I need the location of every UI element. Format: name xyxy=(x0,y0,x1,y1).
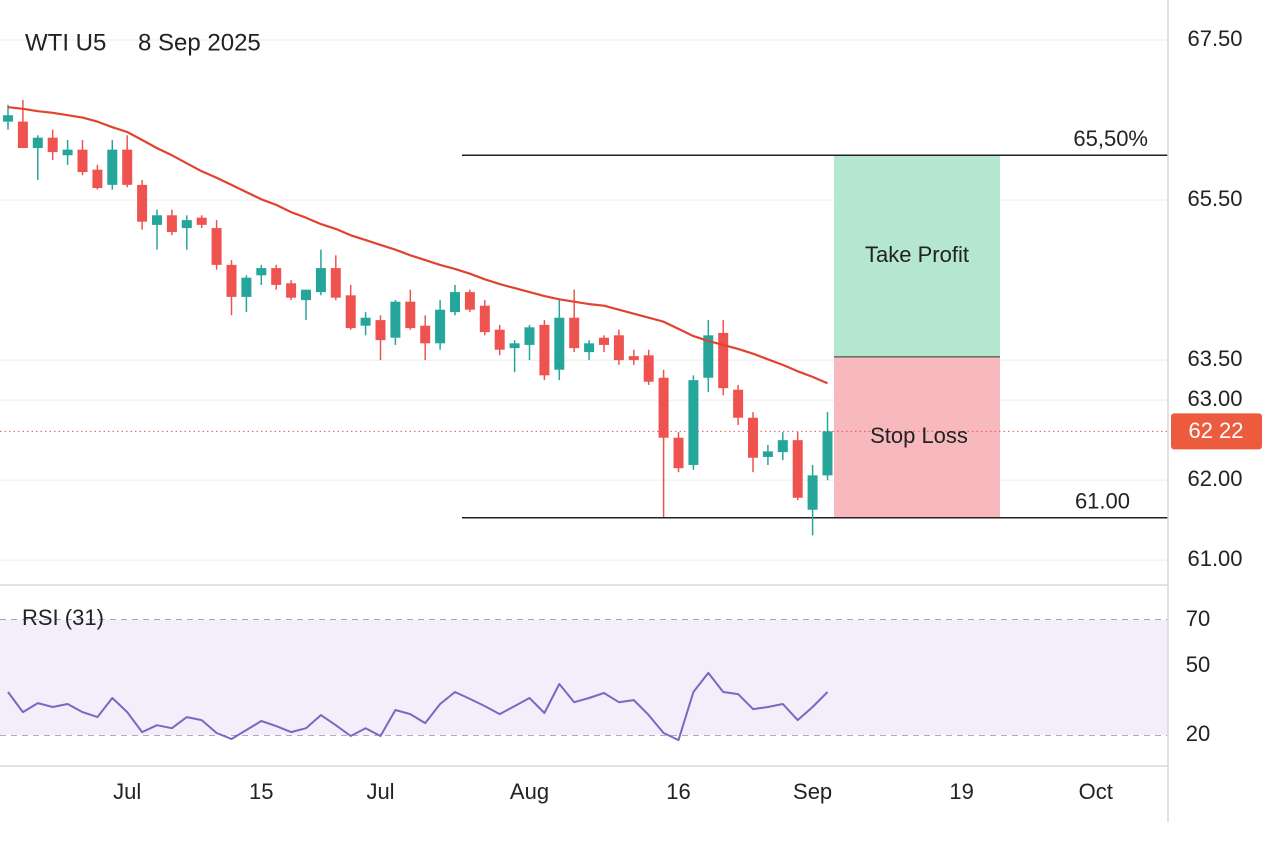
candle-body xyxy=(77,149,88,173)
candle-body xyxy=(703,335,714,378)
candle-body xyxy=(241,277,252,297)
chart-title: WTI U5 xyxy=(25,29,106,56)
candle-body xyxy=(673,437,684,469)
x-tick-label: 19 xyxy=(949,779,973,804)
stop-loss-level-label: 61.00 xyxy=(1075,489,1130,514)
x-tick-label: Jul xyxy=(366,779,394,804)
candle-body xyxy=(315,268,326,293)
candle-body xyxy=(390,301,401,338)
rsi-line xyxy=(7,671,829,742)
x-tick-label: Aug xyxy=(510,779,549,804)
y-tick-label: 67.50 xyxy=(1187,26,1242,51)
rsi-tick-label: 20 xyxy=(1186,721,1210,746)
candle-body xyxy=(748,417,758,458)
x-tick-label: Oct xyxy=(1079,779,1113,804)
candle-body xyxy=(92,169,103,189)
candle-body xyxy=(122,149,133,185)
marks-layer xyxy=(3,100,833,742)
candle-body xyxy=(3,115,13,122)
candle-body xyxy=(777,440,788,453)
x-tick-label: Jul xyxy=(113,779,141,804)
candle-body xyxy=(271,268,282,285)
candle-body xyxy=(286,283,297,298)
candle-body xyxy=(569,317,580,349)
last-price-tag xyxy=(1171,413,1262,450)
y-tick-label: 63.00 xyxy=(1187,386,1242,411)
candle-body xyxy=(360,317,371,326)
candle-body xyxy=(599,337,609,345)
candle-body xyxy=(47,137,58,153)
candle-body xyxy=(718,332,729,389)
candle-body xyxy=(435,309,446,344)
candle-body xyxy=(509,343,520,349)
candle-body xyxy=(107,149,118,185)
candle-body xyxy=(17,121,28,149)
candle-body xyxy=(152,215,162,225)
candle-body xyxy=(226,264,237,297)
candle-body xyxy=(733,389,744,418)
candle-body xyxy=(628,356,639,361)
last-price-label: 62 22 xyxy=(1188,418,1243,443)
x-tick-label: Sep xyxy=(793,779,832,804)
candle-body xyxy=(420,325,431,344)
stop-loss-zone xyxy=(834,356,1000,518)
candle-body xyxy=(494,329,505,350)
x-tick-label: 16 xyxy=(666,779,690,804)
y-tick-label: 61.00 xyxy=(1187,546,1242,571)
candle-body xyxy=(554,317,565,370)
candle-body xyxy=(658,377,669,438)
candle-body xyxy=(643,355,654,382)
y-tick-label: 63.50 xyxy=(1187,346,1242,371)
rsi-tick-label: 70 xyxy=(1186,606,1210,631)
candle-body xyxy=(464,292,475,310)
candle-body xyxy=(137,184,148,222)
candle-body xyxy=(405,301,416,329)
rsi-tick-label: 50 xyxy=(1186,652,1210,677)
candle-body xyxy=(375,320,386,341)
take-profit-zone xyxy=(834,155,1000,357)
candle-body xyxy=(539,324,550,376)
candle-body xyxy=(32,137,43,149)
candle-body xyxy=(524,327,535,345)
labels-layer: Jul 15 Jul Aug 16 Sep 19 Oct 67.50 65.50 63.00 63.5… xyxy=(113,26,1262,804)
moving-average-line xyxy=(7,106,828,385)
candle-body xyxy=(822,431,833,476)
candle-body xyxy=(330,268,341,298)
take-profit-level-label: 65,50% xyxy=(1073,126,1148,151)
candle-body xyxy=(613,335,624,361)
candle-body xyxy=(166,215,177,233)
overlay-layer xyxy=(0,154,1168,736)
candle-body xyxy=(301,289,311,301)
rsi-label: RSI (31) xyxy=(22,605,104,630)
candle-body xyxy=(62,149,73,156)
x-tick-label: 15 xyxy=(249,779,273,804)
candle-body xyxy=(479,305,490,333)
chart-subtitle: 8 Sep 2025 xyxy=(138,29,261,56)
candle-body xyxy=(584,343,595,353)
candle-body xyxy=(762,451,773,457)
candle-body xyxy=(211,228,222,265)
y-tick-label: 62.00 xyxy=(1187,466,1242,491)
candle-body xyxy=(256,268,267,276)
rsi-band xyxy=(0,619,1168,736)
candle-body xyxy=(181,220,192,229)
y-tick-label: 65.50 xyxy=(1187,186,1242,211)
stop-loss-label: Stop Loss xyxy=(870,423,968,448)
candle-body xyxy=(345,295,356,329)
candle-body xyxy=(688,380,699,465)
candle-body xyxy=(450,292,460,313)
take-profit-label: Take Profit xyxy=(865,242,969,267)
candle-body xyxy=(196,217,207,225)
candle-body xyxy=(792,440,803,498)
candle-body xyxy=(807,475,818,510)
